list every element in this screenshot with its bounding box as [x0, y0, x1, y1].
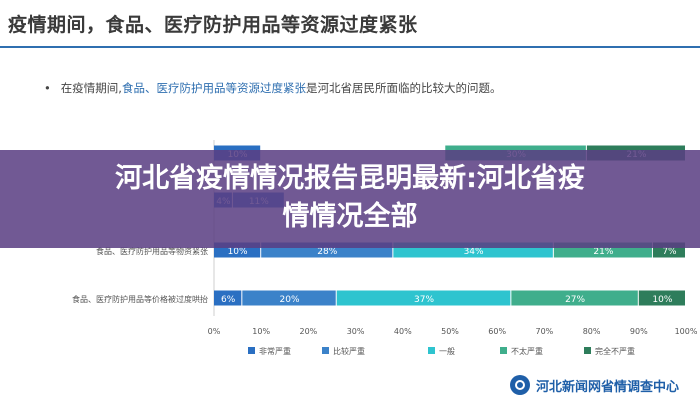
x-tick-label: 50% — [441, 327, 459, 336]
headline-overlay — [0, 150, 700, 248]
x-tick-label: 60% — [488, 327, 506, 336]
legend-swatch — [584, 347, 591, 354]
bullet-text: • 在疫情期间,食品、医疗防护用品等资源过度紧张是河北省居民所面临的比较大的问题。 — [44, 80, 501, 96]
watermark: 河北新闻网省情调查中心 — [510, 374, 679, 396]
overlay-headline-line2: 情情况全部 — [282, 201, 418, 232]
x-tick-label: 100% — [675, 327, 698, 336]
bar-segment — [511, 290, 638, 306]
x-tick-label: 40% — [394, 327, 412, 336]
slide-title: 疫情期间，食品、医疗防护用品等资源过度紧张 — [8, 14, 418, 36]
category-label: 食品、医疗防护用品等物资紧张 — [96, 246, 208, 256]
x-tick-label: 10% — [252, 327, 270, 336]
legend-label: 完全不严重 — [595, 346, 635, 356]
x-tick-label: 80% — [583, 327, 601, 336]
legend-label: 不太严重 — [511, 346, 543, 356]
watermark-logo-icon — [510, 375, 530, 395]
legend-label: 比较严重 — [333, 346, 365, 356]
data-label: 34% — [464, 247, 484, 257]
legend-label: 非常严重 — [259, 346, 291, 356]
bullet-dot: • — [44, 81, 51, 95]
legend-swatch — [322, 347, 329, 354]
slide-header: 疫情期间，食品、医疗防护用品等资源过度紧张 — [0, 0, 700, 48]
x-tick-label: 70% — [536, 327, 554, 336]
legend-label: 一般 — [439, 346, 455, 356]
legend-swatch — [248, 347, 255, 354]
data-label: 27% — [565, 295, 585, 305]
bar-segment — [638, 290, 685, 306]
bar-segment — [336, 290, 511, 306]
data-label: 28% — [317, 247, 337, 257]
overlay-headline-line1: 河北省疫情情况报告昆明最新:河北省疫 — [115, 163, 585, 194]
bar-segment — [214, 290, 242, 306]
watermark-text: 河北新闻网省情调查中心 — [536, 379, 680, 395]
category-label: 食品、医疗防护用品等价格被过度哄抬 — [72, 294, 208, 304]
x-tick-label: 20% — [300, 327, 318, 336]
bullet-suffix: 是河北省居民所面临的比较大的问题。 — [305, 81, 502, 95]
legend-swatch — [428, 347, 435, 354]
data-label: 21% — [593, 247, 613, 257]
data-label: 7% — [662, 247, 677, 257]
data-label: 10% — [652, 295, 672, 305]
bar-segment — [242, 290, 336, 306]
legend-swatch — [500, 347, 507, 354]
title-rule — [0, 46, 700, 48]
overlay-headline: 河北省疫情情况报告昆明最新:河北省疫 情情况全部 — [0, 160, 700, 236]
data-label: 20% — [280, 295, 300, 305]
data-label: 10% — [228, 247, 248, 257]
data-label: 37% — [414, 295, 434, 305]
x-tick-label: 90% — [630, 327, 648, 336]
bullet-prefix: 在疫情期间, — [60, 81, 122, 95]
bullet-highlight: 食品、医疗防护用品等资源过度紧张 — [121, 81, 306, 95]
x-tick-label: 30% — [347, 327, 365, 336]
data-label: 6% — [221, 295, 236, 305]
x-tick-label: 0% — [208, 327, 221, 336]
